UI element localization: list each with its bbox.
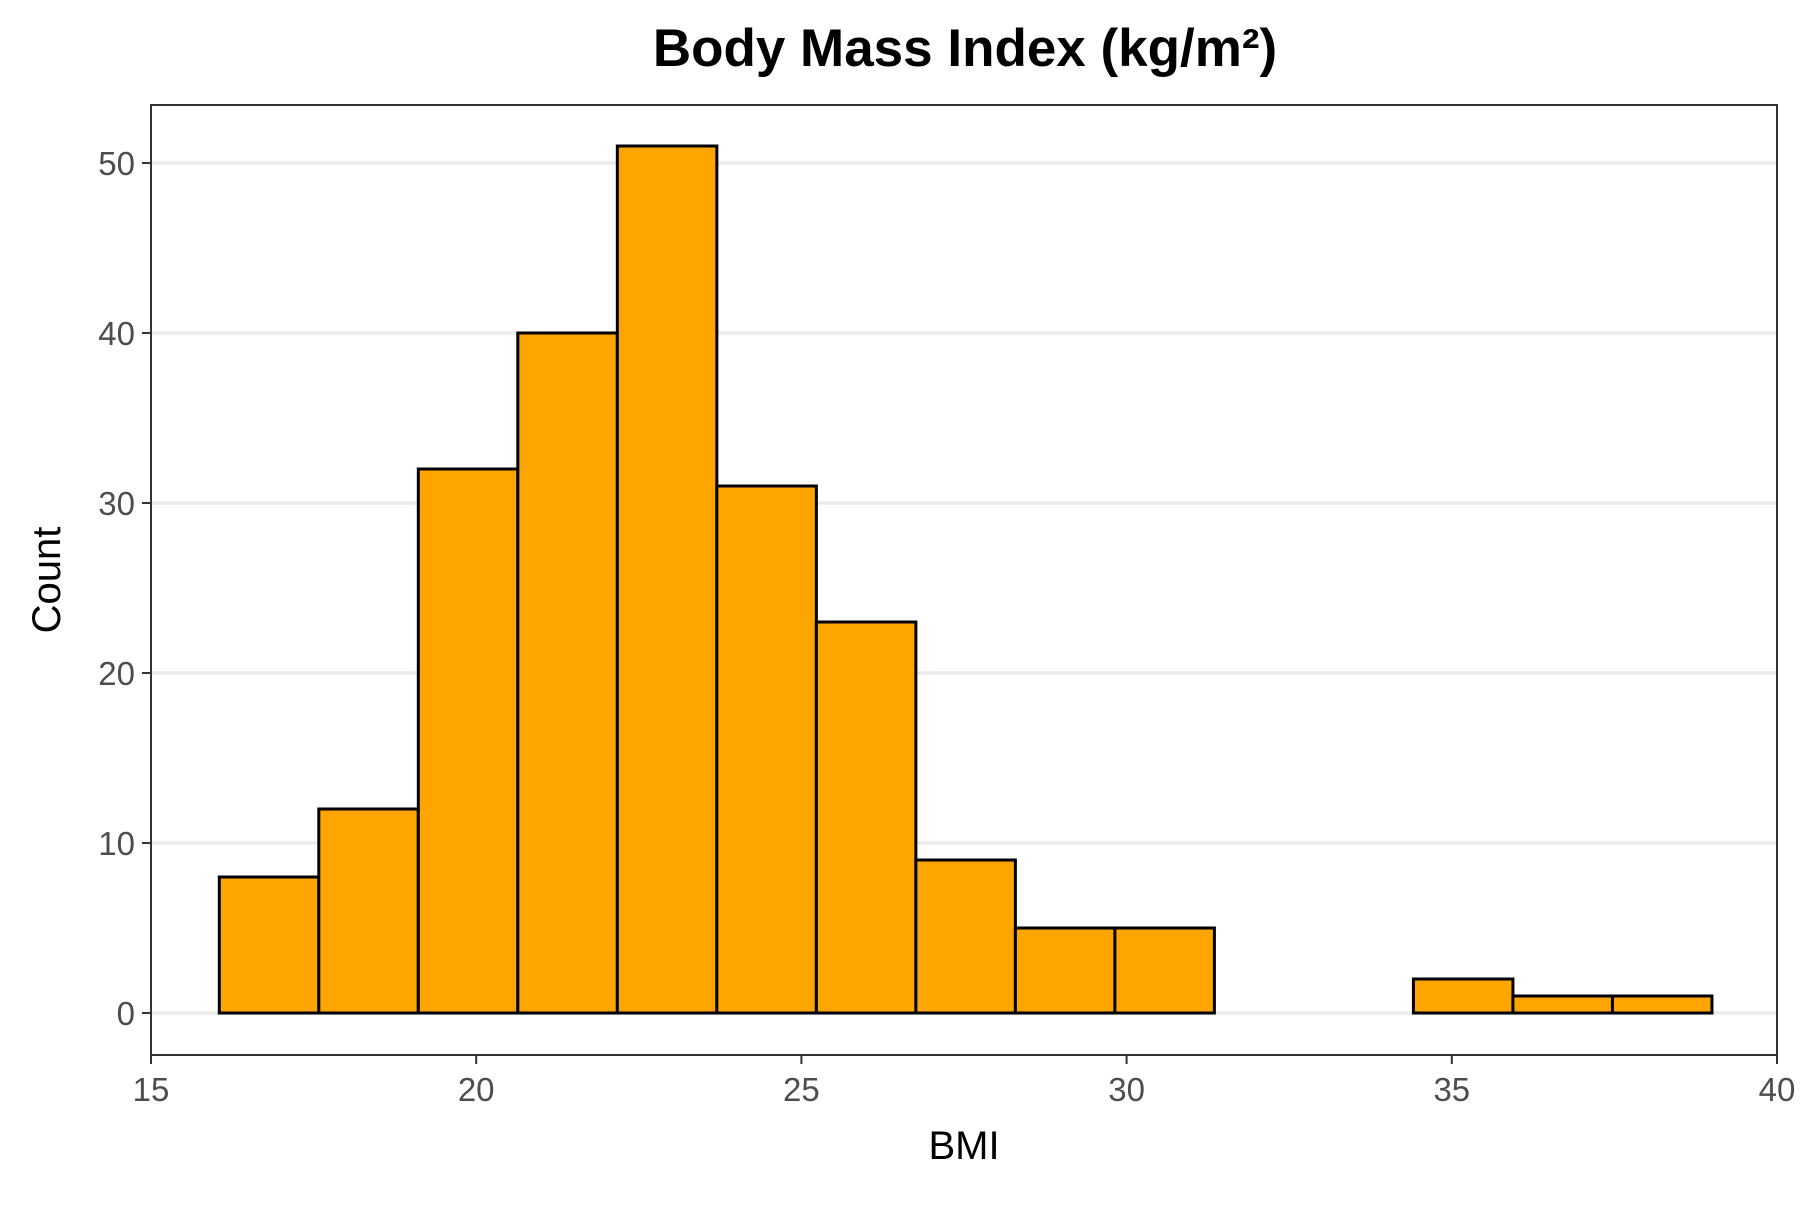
histogram-bar-13 <box>1411 977 1515 1015</box>
x-tick-label-30: 30 <box>1108 1071 1145 1108</box>
x-tick-label-35: 35 <box>1433 1071 1470 1108</box>
histogram-bar-6 <box>715 484 818 1015</box>
histogram-bar-4 <box>516 331 619 1015</box>
histogram-bar-14 <box>1511 994 1614 1015</box>
x-axis-title: BMI <box>928 1124 999 1168</box>
y-tick-label-30: 30 <box>98 485 135 522</box>
plot-panel-border <box>150 104 1778 1056</box>
x-tick-label-15: 15 <box>133 1071 170 1108</box>
bars-layer <box>217 144 1714 1015</box>
histogram-bar-10 <box>1113 926 1216 1015</box>
x-tick-label-25: 25 <box>783 1071 820 1108</box>
histogram-bar-3 <box>416 467 520 1015</box>
y-axis-title: Count <box>25 527 69 634</box>
y-tick-label-40: 40 <box>98 315 135 352</box>
x-tick-label-40: 40 <box>1759 1071 1796 1108</box>
histogram-bar-2 <box>317 807 420 1015</box>
histogram-bar-5 <box>615 144 719 1015</box>
histogram-bar-1 <box>217 875 321 1015</box>
y-tick-label-20: 20 <box>98 655 135 692</box>
axes-layer: 0 10 20 30 40 50 15 20 25 30 35 40 <box>98 145 1795 1108</box>
x-tick-label-20: 20 <box>458 1071 495 1108</box>
y-tick-label-0: 0 <box>117 995 135 1032</box>
y-tick-label-50: 50 <box>98 145 135 182</box>
histogram-bar-15 <box>1610 994 1714 1015</box>
histogram-bar-8 <box>914 858 1017 1015</box>
histogram-bar-7 <box>814 620 918 1015</box>
chart-title: Body Mass Index (kg/m²) <box>653 19 1277 78</box>
histogram-bar-9 <box>1013 926 1117 1015</box>
y-tick-label-10: 10 <box>98 825 135 862</box>
